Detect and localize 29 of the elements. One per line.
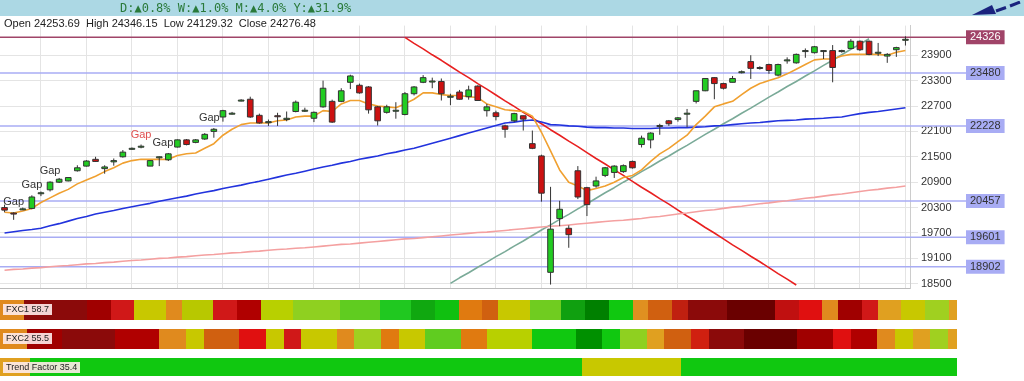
candlestick [529, 130, 536, 150]
y-tick-label: 22700 [921, 99, 952, 112]
y-tick-label: 19100 [921, 251, 952, 264]
ref-line-label: 18902 [970, 259, 1001, 272]
y-tick-label: 19700 [921, 225, 952, 238]
annotation: Gap [130, 127, 152, 140]
ref-line-label: 20457 [970, 193, 1001, 206]
ref-line-label: 24326 [970, 30, 1001, 43]
y-tick-label: 23900 [921, 48, 952, 61]
y-tick-label: 21500 [921, 149, 952, 162]
annotation: Open 24253.69 High 24346.15 Low 24129.32 Close 24276.48 [4, 17, 316, 30]
y-tick-label: 20300 [921, 200, 952, 213]
candlestick [829, 44, 836, 83]
chart-subtitle: D:▲0.8% W:▲1.0% M:▲4.0% Y:▲31.9% [120, 1, 352, 15]
ref-line-label: 22228 [970, 119, 1001, 132]
annotation: Gap [21, 178, 43, 191]
annotation: Gap [152, 136, 174, 149]
ref-line-label: 23480 [970, 66, 1001, 79]
annotation: Gap [198, 111, 220, 124]
y-tick-label: 23300 [921, 73, 952, 86]
y-tick-label: 18500 [921, 276, 952, 289]
y-tick-label: 20900 [921, 175, 952, 188]
ref-line-label: 19601 [970, 230, 1001, 243]
text: FXC2 55.5 [3, 333, 53, 344]
y-tick-label: 22100 [921, 124, 952, 137]
annotation: Gap [39, 164, 61, 177]
text: FXC1 58.7 [3, 304, 53, 315]
text: Trend Factor 35.4 [3, 362, 81, 373]
annotation: Gap [3, 195, 25, 208]
